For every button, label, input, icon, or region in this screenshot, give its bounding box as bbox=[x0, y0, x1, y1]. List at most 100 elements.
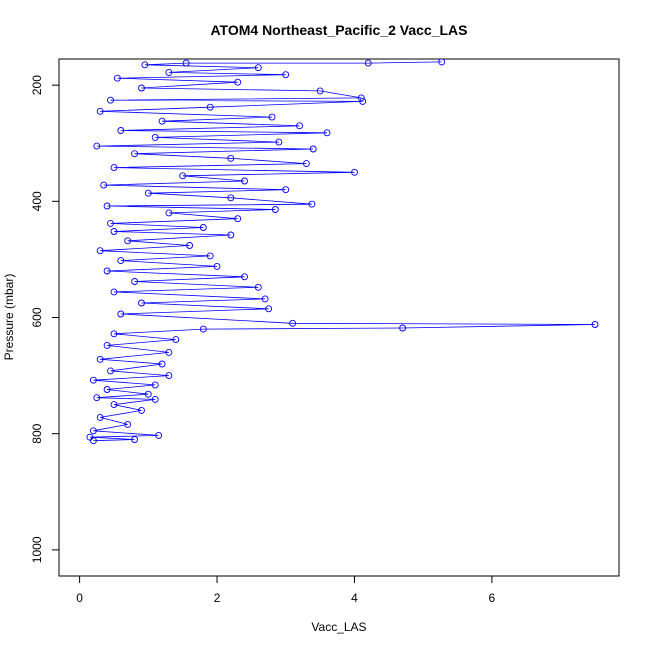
x-tick-label: 6 bbox=[489, 591, 496, 605]
data-point bbox=[206, 103, 214, 111]
data-point bbox=[107, 367, 114, 375]
data-point bbox=[241, 273, 248, 281]
data-point bbox=[103, 267, 111, 275]
data-point bbox=[309, 145, 317, 153]
data-point bbox=[124, 420, 132, 428]
data-point bbox=[591, 321, 599, 328]
data-point bbox=[138, 84, 145, 92]
series-line bbox=[89, 61, 596, 442]
data-point bbox=[199, 325, 207, 333]
data-point bbox=[96, 413, 104, 421]
data-point bbox=[227, 231, 235, 239]
x-tick-label: 0 bbox=[76, 591, 83, 605]
data-point bbox=[110, 228, 118, 235]
data-point bbox=[100, 181, 108, 189]
data-point bbox=[131, 436, 139, 443]
data-point bbox=[179, 172, 187, 180]
data-point bbox=[234, 215, 242, 223]
data-point bbox=[158, 117, 166, 125]
data-point bbox=[107, 96, 114, 104]
data-point bbox=[282, 186, 290, 194]
data-point bbox=[89, 437, 97, 445]
y-axis-label: Pressure (mbar) bbox=[2, 274, 16, 361]
data-point bbox=[438, 59, 446, 66]
data-point bbox=[227, 194, 235, 202]
data-point bbox=[117, 257, 125, 265]
data-point bbox=[151, 133, 159, 141]
data-point bbox=[268, 113, 276, 121]
data-point bbox=[165, 372, 173, 380]
data-point bbox=[241, 177, 248, 185]
data-point bbox=[296, 122, 303, 130]
data-point bbox=[86, 433, 94, 441]
data-point bbox=[131, 278, 139, 285]
x-tick-label: 2 bbox=[214, 591, 221, 605]
y-tick-label: 200 bbox=[30, 75, 44, 95]
data-point bbox=[138, 299, 145, 307]
data-point bbox=[165, 68, 173, 76]
y-axis: 200 400 600 800 1000 bbox=[30, 75, 60, 563]
x-axis-label: Vacc_LAS bbox=[311, 620, 366, 634]
data-point bbox=[186, 242, 194, 249]
data-point bbox=[254, 64, 262, 72]
data-point bbox=[158, 360, 166, 368]
data-point bbox=[110, 288, 118, 296]
data-point bbox=[199, 224, 207, 231]
data-point bbox=[96, 355, 104, 363]
data-point bbox=[141, 61, 149, 69]
data-point bbox=[323, 129, 331, 137]
data-point bbox=[144, 390, 152, 398]
data-point bbox=[113, 74, 121, 82]
data-point bbox=[364, 59, 372, 67]
data-point bbox=[316, 87, 324, 95]
y-tick-label: 1000 bbox=[30, 536, 44, 563]
data-point bbox=[138, 406, 145, 414]
data-point bbox=[151, 381, 159, 389]
data-point bbox=[110, 401, 118, 409]
y-tick-label: 400 bbox=[30, 191, 44, 211]
data-point bbox=[96, 247, 104, 255]
data-point bbox=[234, 78, 242, 86]
data-point bbox=[117, 310, 125, 318]
data-point bbox=[93, 394, 101, 402]
data-point bbox=[206, 252, 214, 260]
data-point bbox=[359, 97, 367, 105]
data-point bbox=[96, 107, 104, 115]
data-point bbox=[282, 71, 290, 79]
data-point bbox=[103, 202, 111, 210]
x-axis: 0 2 4 6 bbox=[76, 575, 496, 605]
data-point bbox=[151, 395, 159, 403]
data-point bbox=[213, 262, 221, 270]
data-point bbox=[254, 283, 262, 291]
data-point bbox=[89, 376, 97, 384]
data-point bbox=[107, 219, 114, 227]
data-point bbox=[103, 341, 111, 349]
data-series bbox=[86, 59, 599, 445]
chart-title: ATOM4 Northeast_Pacific_2 Vacc_LAS bbox=[210, 22, 467, 38]
data-point bbox=[399, 324, 407, 332]
data-point bbox=[89, 427, 97, 435]
data-point bbox=[289, 319, 297, 327]
data-point bbox=[93, 142, 101, 150]
data-point bbox=[165, 209, 173, 217]
data-point bbox=[165, 348, 173, 356]
data-point bbox=[271, 206, 279, 213]
data-point bbox=[131, 150, 139, 158]
data-point bbox=[110, 330, 118, 338]
data-point bbox=[261, 295, 269, 303]
data-point bbox=[124, 237, 132, 245]
data-point bbox=[275, 138, 283, 146]
data-point bbox=[351, 168, 358, 176]
y-tick-label: 600 bbox=[30, 307, 44, 327]
y-tick-label: 800 bbox=[30, 423, 44, 443]
data-point bbox=[155, 431, 163, 439]
data-point bbox=[302, 160, 310, 168]
data-point bbox=[117, 127, 125, 134]
data-point bbox=[103, 386, 111, 393]
data-point bbox=[172, 336, 180, 344]
data-point bbox=[308, 200, 316, 208]
data-point bbox=[144, 189, 152, 197]
data-point bbox=[110, 164, 118, 172]
